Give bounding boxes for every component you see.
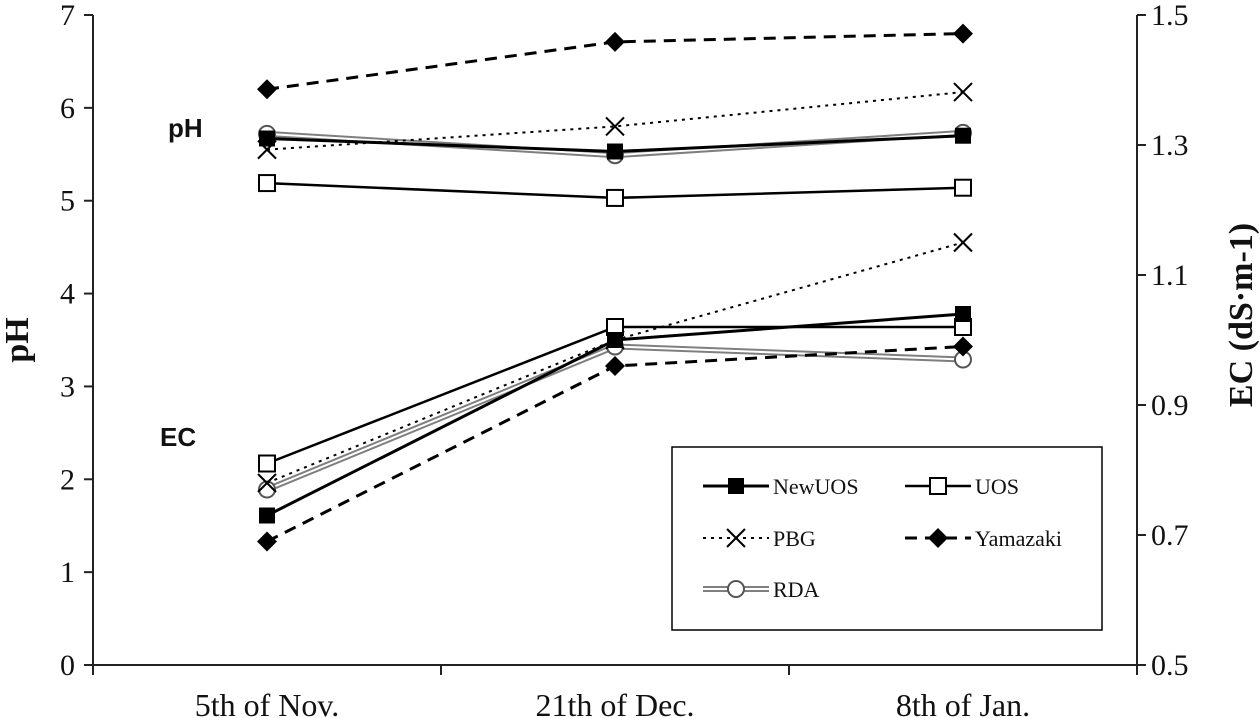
y-left-tick-label: 7 bbox=[60, 0, 75, 32]
annotation-ph: pH bbox=[168, 113, 203, 143]
y-left-tick-label: 3 bbox=[60, 370, 75, 403]
legend-label: Yamazaki bbox=[975, 526, 1062, 551]
y-right-tick-label: 0.7 bbox=[1151, 519, 1189, 552]
x-tick-label: 5th of Nov. bbox=[195, 687, 340, 718]
marker-open-square bbox=[606, 188, 624, 207]
legend-label: PBG bbox=[773, 526, 816, 551]
legend-item-newuos: NewUOS bbox=[703, 474, 859, 499]
marker-square bbox=[259, 130, 275, 147]
ph-newuos bbox=[259, 127, 971, 160]
marker-square bbox=[259, 507, 275, 524]
ec-point-pbg bbox=[953, 232, 973, 253]
ph-point-newuos bbox=[607, 143, 623, 160]
y-right-tick-label: 1.5 bbox=[1151, 0, 1189, 32]
ec-point-newuos bbox=[955, 306, 971, 322]
ec-point-pbg bbox=[257, 473, 277, 493]
marker-diamond bbox=[928, 528, 948, 548]
legend-marker bbox=[929, 477, 947, 495]
y-right-tick-label: 0.5 bbox=[1151, 649, 1189, 682]
ph-uos bbox=[258, 174, 972, 207]
annotations: pH EC bbox=[160, 113, 203, 452]
marker-open-square bbox=[258, 454, 276, 473]
marker-diamond bbox=[953, 336, 973, 357]
legend-label: UOS bbox=[975, 474, 1019, 499]
x-tick-label: 8th of Jan. bbox=[896, 687, 1030, 718]
ph-point-newuos bbox=[259, 130, 275, 147]
ph-point-uos bbox=[954, 178, 972, 197]
marker-x-b bbox=[605, 116, 625, 137]
legend-marker bbox=[728, 478, 744, 494]
ph-point-pbg bbox=[953, 82, 973, 102]
marker-open-circle bbox=[727, 580, 745, 598]
legend-item-pbg: PBG bbox=[703, 526, 816, 551]
legend-label: NewUOS bbox=[773, 474, 859, 499]
y-left-tick-label: 6 bbox=[60, 92, 75, 125]
ph-point-newuos bbox=[955, 127, 971, 144]
marker-diamond bbox=[605, 31, 625, 52]
legend-marker bbox=[726, 528, 746, 548]
marker-diamond bbox=[257, 79, 277, 100]
marker-open-square bbox=[258, 174, 276, 193]
marker-x-b bbox=[257, 473, 277, 493]
ph-point-uos bbox=[606, 188, 624, 207]
ph-point-yamazaki bbox=[953, 23, 973, 44]
ph-yamazaki bbox=[257, 23, 973, 100]
y-left-tick-label: 2 bbox=[60, 463, 75, 496]
legend: NewUOS UOS PBG Yamazaki RDA bbox=[671, 446, 1103, 631]
ph-point-yamazaki bbox=[257, 79, 277, 100]
x-tick-label: 21th of Dec. bbox=[535, 687, 694, 718]
annotation-ec: EC bbox=[160, 422, 196, 452]
marker-open-square bbox=[929, 477, 947, 495]
ec-point-newuos bbox=[259, 507, 275, 524]
legend-item-rda: RDA bbox=[703, 577, 820, 602]
legend-label: RDA bbox=[773, 577, 820, 602]
marker-diamond bbox=[605, 356, 625, 376]
marker-x-b bbox=[953, 82, 973, 102]
y-left-tick-label: 5 bbox=[60, 185, 75, 218]
marker-diamond bbox=[257, 531, 277, 552]
ec-point-rda bbox=[258, 480, 276, 499]
marker-square bbox=[955, 306, 971, 322]
marker-open-circle bbox=[258, 480, 276, 499]
marker-x-b bbox=[953, 232, 973, 253]
marker-square bbox=[607, 143, 623, 160]
ec-yamazaki bbox=[257, 336, 973, 552]
y-axis-left-title: pH bbox=[0, 317, 36, 362]
ph-point-pbg bbox=[605, 116, 625, 137]
legend-item-yamazaki: Yamazaki bbox=[905, 526, 1062, 551]
ec-newuos bbox=[259, 306, 971, 524]
marker-open-square bbox=[954, 178, 972, 197]
ec-point-uos bbox=[258, 454, 276, 473]
marker-diamond bbox=[953, 23, 973, 44]
marker-square bbox=[607, 332, 623, 348]
ph-point-uos bbox=[258, 174, 276, 193]
y-left-tick-label: 4 bbox=[60, 278, 75, 311]
ec-uos bbox=[258, 318, 972, 473]
ec-point-yamazaki bbox=[953, 336, 973, 357]
ec-point-yamazaki bbox=[257, 531, 277, 552]
legend-marker bbox=[727, 580, 745, 598]
marker-x-b bbox=[726, 528, 746, 548]
y-right-tick-label: 0.9 bbox=[1151, 389, 1189, 422]
y-right-tick-label: 1.3 bbox=[1151, 129, 1189, 162]
y-axis-right-title: EC (dS·m-1) bbox=[1223, 223, 1260, 407]
y-left-tick-label: 0 bbox=[60, 649, 75, 682]
marker-square bbox=[955, 127, 971, 144]
y-right-tick-label: 1.1 bbox=[1151, 259, 1189, 292]
ph-point-yamazaki bbox=[605, 31, 625, 52]
marker-square bbox=[728, 478, 744, 494]
ec-point-yamazaki bbox=[605, 356, 625, 376]
legend-marker bbox=[928, 528, 948, 548]
legend-item-uos: UOS bbox=[905, 474, 1019, 499]
y-left-tick-label: 1 bbox=[60, 556, 75, 589]
ec-point-newuos bbox=[607, 332, 623, 348]
series-layer bbox=[257, 23, 973, 552]
